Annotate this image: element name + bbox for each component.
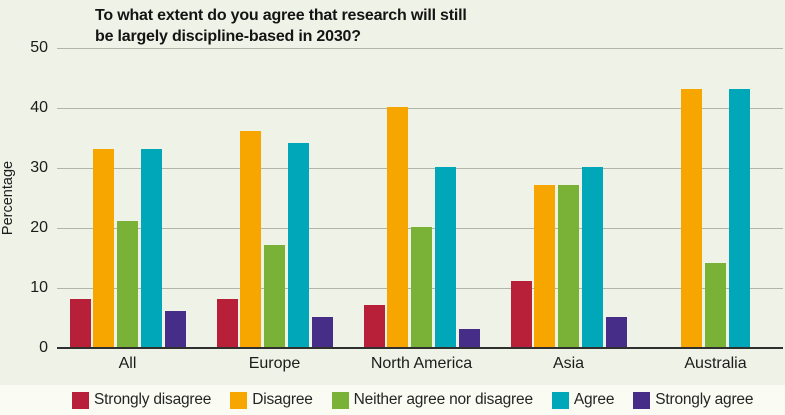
legend-swatch <box>72 391 89 409</box>
gridline-50 <box>57 47 783 49</box>
bar-All-strongly-agree <box>164 311 186 347</box>
bar-group-Europe <box>216 47 333 347</box>
x-axis-line <box>57 347 783 349</box>
bar-All-strongly-disagree <box>69 299 91 347</box>
legend-item-agree: Agree <box>551 391 615 409</box>
chart-title-line-2: be largely discipline-based in 2030? <box>95 28 361 45</box>
y-tick-label-10: 10 <box>30 279 48 296</box>
x-category-label-North America: North America <box>370 355 473 372</box>
x-category-label-Europe: Europe <box>248 355 301 372</box>
legend-label: Agree <box>573 391 615 408</box>
bar-Asia-disagree <box>534 185 556 347</box>
bar-All-disagree <box>93 149 115 347</box>
y-tick-label-30: 30 <box>30 159 48 176</box>
y-tick-label-20: 20 <box>30 219 48 236</box>
bar-Europe-agree <box>287 143 309 347</box>
bar-group-Australia <box>658 47 774 347</box>
bar-North America-strongly-disagree <box>363 305 385 347</box>
chart-title: To what extent do you agree that researc… <box>95 5 515 47</box>
gridline-40 <box>57 107 783 109</box>
y-tick-label-0: 0 <box>39 339 48 356</box>
bar-group-All <box>69 47 186 347</box>
x-category-label-All: All <box>118 355 137 372</box>
legend-swatch <box>551 391 569 409</box>
bar-All-agree <box>140 149 162 347</box>
bar-Europe-strongly-agree <box>311 317 333 347</box>
legend-swatch <box>230 391 248 409</box>
bar-North America-disagree <box>387 107 409 347</box>
bar-Europe-disagree <box>240 131 262 347</box>
bar-Asia-neither-agree-nor-disagree <box>558 185 579 347</box>
legend-item-strongly-agree: Strongly agree <box>633 391 753 409</box>
bar-group-Asia <box>510 47 627 347</box>
legend-swatch <box>331 391 349 409</box>
legend-item-neither-agree-nor-disagree: Neither agree nor disagree <box>331 391 533 409</box>
bar-Australia-agree <box>728 89 750 347</box>
bar-Australia-neither-agree-nor-disagree <box>705 263 726 347</box>
bar-All-neither-agree-nor-disagree <box>117 221 138 347</box>
bar-Europe-strongly-disagree <box>216 299 238 347</box>
bar-group-North America <box>363 47 480 347</box>
gridline-30 <box>57 167 783 169</box>
bar-North America-neither-agree-nor-disagree <box>411 227 432 347</box>
plot-area: 0 10 20 30 40 50 All Europe North America Asia Aus… <box>30 39 783 372</box>
legend-item-strongly-disagree: Strongly disagree <box>72 391 211 409</box>
legend-swatch <box>633 391 651 409</box>
legend-label: Disagree <box>252 391 313 408</box>
legend-item-disagree: Disagree <box>230 391 313 409</box>
legend: Strongly disagree Disagree Neither agree n… <box>0 385 785 415</box>
y-tick-label-50: 50 <box>30 39 48 56</box>
bar-Asia-agree <box>581 167 603 347</box>
legend-label: Strongly disagree <box>94 391 212 408</box>
bar-North America-strongly-agree <box>458 329 480 347</box>
x-category-label-Australia: Australia <box>684 355 747 372</box>
y-tick-label-40: 40 <box>30 99 48 116</box>
x-category-label-Asia: Asia <box>552 355 585 372</box>
legend-label: Neither agree nor disagree <box>353 391 533 408</box>
bar-North America-agree <box>434 167 456 347</box>
bar-Asia-strongly-disagree <box>510 281 532 347</box>
bar-Asia-strongly-agree <box>605 317 627 347</box>
y-axis-label: Percentage <box>0 160 16 236</box>
bar-Australia-disagree <box>681 89 703 347</box>
legend-label: Strongly agree <box>655 391 754 408</box>
bar-Europe-neither-agree-nor-disagree <box>264 245 285 347</box>
chart-title-line-1: To what extent do you agree that researc… <box>95 7 467 24</box>
